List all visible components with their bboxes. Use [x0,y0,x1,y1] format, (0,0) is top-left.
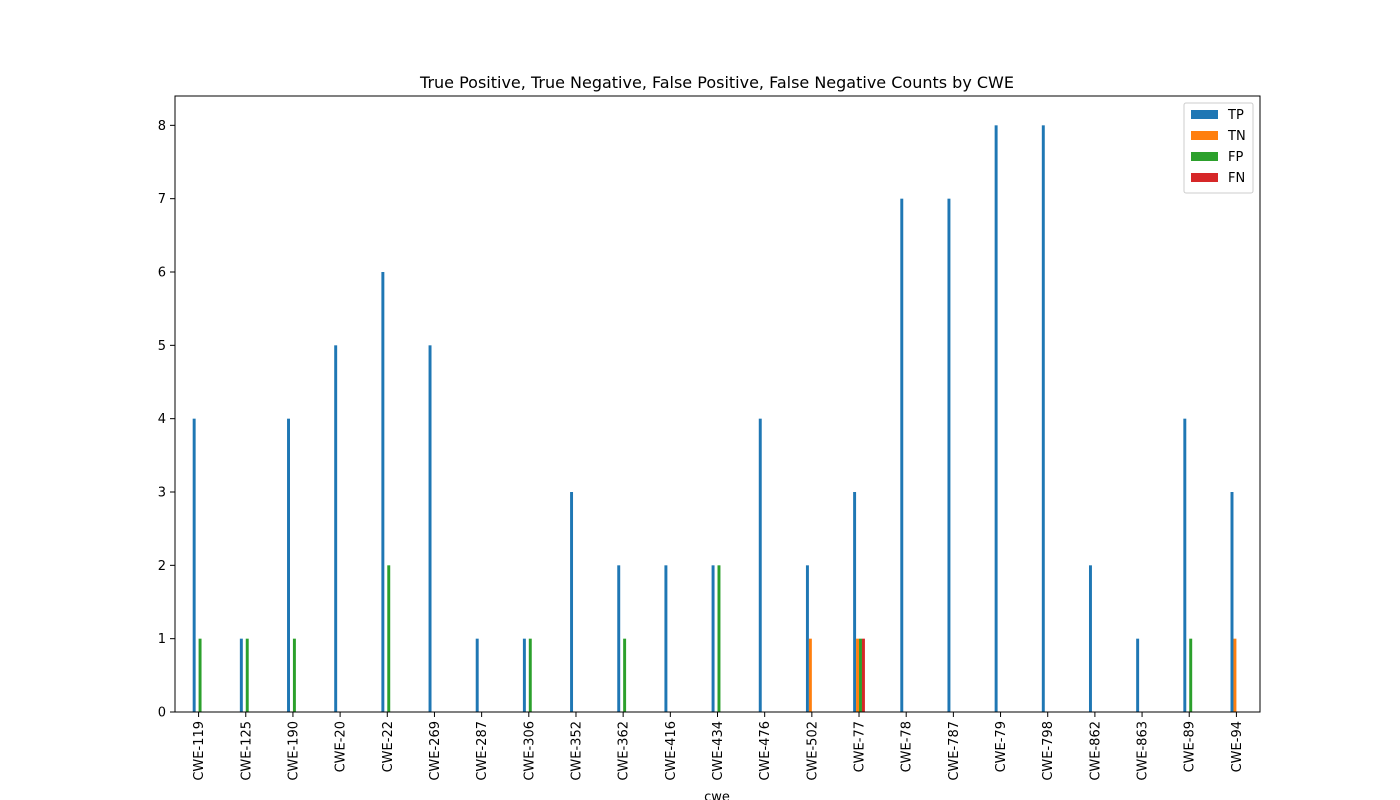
bar-fp-cwe-434 [717,565,721,712]
x-tick-label: CWE-190 [286,721,301,781]
legend-label-fp: FP [1228,150,1243,165]
bar-fp-cwe-89 [1189,638,1193,712]
x-tick-label: CWE-20 [334,721,349,772]
legend-label-fn: FN [1228,171,1245,186]
x-tick-label: CWE-22 [381,721,396,772]
legend-label-tp: TP [1227,108,1244,123]
bar-tp-cwe-863 [1136,638,1140,712]
y-tick-label: 6 [158,266,166,281]
bar-tp-cwe-125 [239,638,243,712]
x-tick-label: CWE-862 [1088,721,1103,781]
y-tick-label: 3 [158,486,166,501]
bar-tn-cwe-502 [808,638,812,712]
legend: TP TN FP FN [1183,102,1254,194]
x-tick-label: CWE-269 [428,721,443,781]
y-tick-label: 4 [158,412,166,427]
x-tick-label: CWE-362 [617,721,632,781]
bar-tp-cwe-119 [192,418,196,712]
x-tick-label: CWE-287 [475,721,490,781]
y-tick-label: 1 [158,632,166,647]
bar-tp-cwe-22 [381,272,385,712]
x-tick-label: CWE-476 [758,721,773,781]
y-tick-label: 8 [158,119,166,134]
x-tick-label: CWE-78 [900,721,915,772]
x-tick-label: CWE-79 [994,721,1009,772]
bar-tp-cwe-287 [475,638,479,712]
bar-tp-cwe-416 [664,565,668,712]
legend-swatch-tp [1191,110,1218,119]
bar-tp-cwe-798 [1041,125,1045,712]
x-tick-label: CWE-306 [522,721,537,781]
bar-tp-cwe-79 [994,125,998,712]
legend-box [1183,102,1254,194]
x-tick-label: CWE-119 [192,721,207,781]
bar-tp-cwe-94 [1230,492,1234,712]
bar-tp-cwe-787 [947,198,951,713]
bar-tn-cwe-77 [856,638,860,712]
x-tick-label: CWE-89 [1183,721,1198,772]
bar-fn-cwe-77 [861,638,865,712]
x-tick-label: CWE-94 [1230,721,1245,772]
y-tick-label: 5 [158,339,166,354]
x-tick-label: CWE-863 [1136,721,1151,781]
bar-tp-cwe-20 [334,345,338,712]
x-axis: CWE-119 CWE-125 CWE-190 CWE-20 CWE-22 CWE-269… [192,712,1245,781]
legend-swatch-tn [1191,131,1218,140]
bar-fp-cwe-190 [292,638,296,712]
y-tick-label: 7 [158,192,166,207]
y-axis: 0 1 2 3 4 5 6 7 8 [158,119,175,721]
bar-fp-cwe-119 [198,638,202,712]
bar-tp-cwe-306 [522,638,526,712]
bar-tp-cwe-434 [711,565,715,712]
x-tick-label: CWE-798 [1041,721,1056,781]
x-axis-label: cwe [704,790,730,800]
bar-fp-cwe-22 [387,565,391,712]
x-tick-label: CWE-77 [853,721,868,772]
bar-tp-cwe-190 [287,418,290,712]
legend-swatch-fn [1191,173,1218,182]
bar-tp-cwe-362 [617,565,621,712]
bar-fp-cwe-125 [245,638,249,712]
bar-tp-cwe-862 [1088,565,1092,712]
x-tick-label: CWE-502 [805,721,820,781]
y-tick-label: 0 [158,706,166,721]
x-tick-label: CWE-434 [711,721,726,781]
bar-tp-cwe-77 [853,492,857,712]
legend-swatch-fp [1191,152,1218,161]
bar-tp-cwe-352 [570,492,574,712]
x-tick-label: CWE-352 [569,721,584,781]
bars-layer [192,125,1237,713]
bar-tp-cwe-476 [758,418,762,712]
bar-tp-cwe-89 [1183,418,1187,712]
bar-fp-cwe-77 [859,638,862,712]
y-tick-label: 2 [158,559,166,574]
chart-title: True Positive, True Negative, False Posi… [419,73,1014,92]
x-tick-label: CWE-125 [239,721,254,781]
bar-fp-cwe-306 [528,638,532,712]
x-tick-label: CWE-787 [947,721,962,781]
bar-tp-cwe-269 [428,345,432,712]
x-tick-label: CWE-416 [664,721,679,781]
legend-label-tn: TN [1227,129,1246,144]
bar-tp-cwe-502 [805,565,809,712]
bar-tn-cwe-94 [1233,638,1237,712]
bar-tp-cwe-78 [900,198,904,713]
bar-fp-cwe-362 [623,638,627,712]
